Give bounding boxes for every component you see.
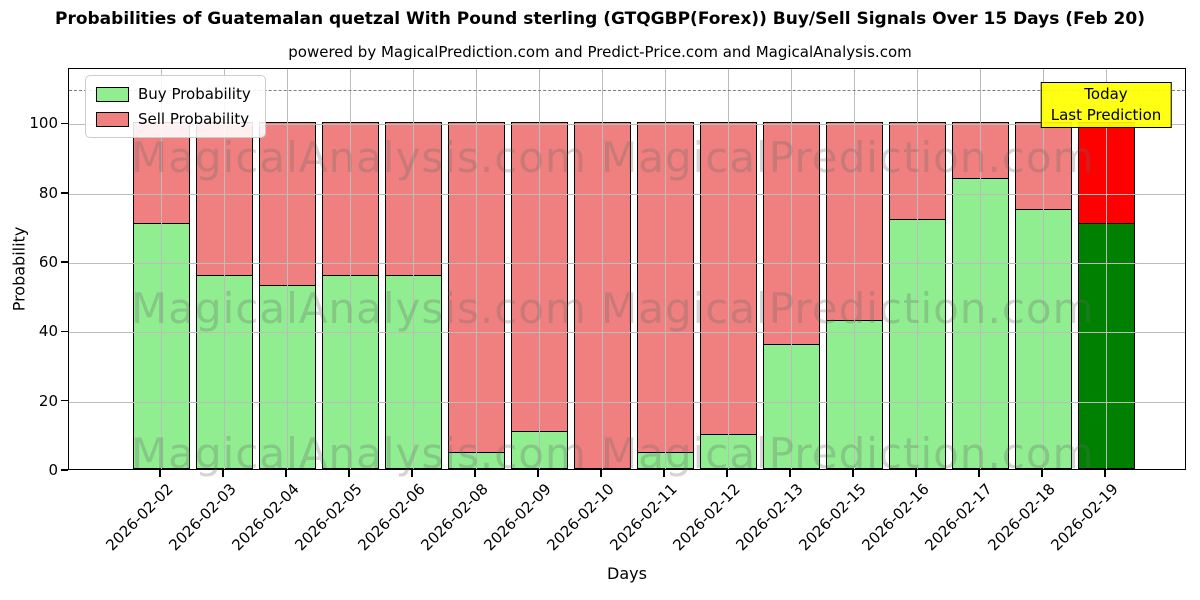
x-tick-mark-2026-02-02 — [159, 470, 161, 477]
x-tick-mark-2026-02-09 — [537, 470, 539, 477]
x-tick-mark-2026-02-15 — [852, 470, 854, 477]
dashed-threshold-line — [69, 89, 1185, 91]
gridline-x-2026-02-06 — [413, 69, 414, 469]
y-tick-label-80: 80 — [38, 183, 58, 202]
y-tick-mark-80 — [61, 192, 68, 194]
y-tick-label-40: 40 — [38, 322, 58, 341]
sell-swatch-icon — [96, 111, 129, 127]
watermark-right-row1: MagicalPrediction.com — [601, 133, 1095, 182]
y-tick-mark-40 — [61, 330, 68, 333]
watermark-right-row2: MagicalPrediction.com — [601, 284, 1095, 333]
chart-subtitle: powered by MagicalPrediction.com and Pre… — [288, 43, 912, 61]
legend-item-sell: Sell Probability — [96, 110, 251, 128]
today-annotation-line2: Last Prediction — [1050, 106, 1162, 124]
gridline-x-2026-02-18 — [1043, 69, 1044, 469]
plot-area: MagicalAnalysis.com MagicalPrediction.com… — [68, 68, 1186, 475]
gridline-x-2026-02-05 — [350, 69, 351, 469]
gridline-x-2026-02-04 — [287, 69, 288, 469]
legend-item-buy: Buy Probability — [96, 85, 251, 103]
gridline-x-2026-02-16 — [917, 69, 918, 469]
legend-label-buy: Buy Probability — [138, 85, 251, 103]
y-tick-mark-0 — [61, 469, 68, 471]
x-axis-label: Days — [607, 564, 647, 583]
today-annotation-line1: Today — [1084, 85, 1128, 103]
gridline-x-2026-02-03 — [224, 69, 225, 469]
x-tick-mark-2026-02-12 — [726, 470, 728, 477]
gridline-x-2026-02-02 — [161, 69, 162, 469]
x-tick-mark-2026-02-08 — [474, 470, 476, 477]
x-tick-mark-2026-02-04 — [285, 470, 287, 477]
x-tick-mark-2026-02-05 — [348, 470, 350, 477]
x-tick-mark-2026-02-11 — [663, 470, 665, 477]
gridline-x-2026-02-11 — [665, 69, 666, 469]
gridline-y-100 — [69, 124, 1185, 126]
legend: Buy Probability Sell Probability — [85, 75, 266, 138]
x-tick-mark-2026-02-19 — [1104, 470, 1106, 477]
y-tick-label-100: 100 — [29, 114, 58, 133]
gridline-x-2026-02-15 — [854, 69, 855, 469]
x-tick-mark-2026-02-13 — [789, 470, 791, 477]
x-tick-mark-2026-02-06 — [411, 470, 413, 477]
x-tick-mark-2026-02-18 — [1041, 470, 1043, 477]
x-tick-mark-2026-02-16 — [915, 470, 917, 477]
gridline-y-80 — [69, 193, 1185, 195]
today-annotation: Today Last Prediction — [1040, 82, 1172, 128]
gridline-x-2026-02-13 — [791, 69, 792, 469]
y-tick-label-60: 60 — [38, 253, 58, 272]
gridline-x-2026-02-09 — [539, 69, 540, 469]
gridline-x-2026-02-10 — [602, 69, 603, 469]
y-tick-mark-20 — [61, 399, 68, 402]
y-tick-label-20: 20 — [38, 391, 58, 410]
gridline-x-2026-02-17 — [980, 69, 981, 469]
legend-label-sell: Sell Probability — [138, 110, 250, 128]
gridline-x-2026-02-08 — [476, 69, 477, 469]
x-tick-mark-2026-02-17 — [978, 470, 980, 477]
watermark-left-row3: MagicalAnalysis.com — [131, 429, 587, 478]
gridline-y-60 — [69, 263, 1185, 265]
gridline-y-20 — [69, 401, 1185, 403]
watermark-left-row1: MagicalAnalysis.com — [131, 133, 587, 182]
x-tick-mark-2026-02-03 — [222, 470, 224, 477]
y-tick-mark-100 — [61, 122, 68, 125]
gridline-x-2026-02-19 — [1106, 69, 1107, 469]
gridline-y-40 — [69, 332, 1185, 334]
buy-swatch-icon — [96, 86, 129, 102]
chart-title: Probabilities of Guatemalan quetzal With… — [54, 9, 1145, 29]
watermark-left-row2: MagicalAnalysis.com — [131, 284, 587, 333]
gridline-x-2026-02-12 — [728, 69, 729, 469]
watermark-right-row3: MagicalPrediction.com — [601, 429, 1095, 478]
y-tick-mark-60 — [61, 261, 68, 263]
x-tick-mark-2026-02-10 — [600, 470, 602, 477]
y-tick-label-0: 0 — [48, 461, 58, 479]
